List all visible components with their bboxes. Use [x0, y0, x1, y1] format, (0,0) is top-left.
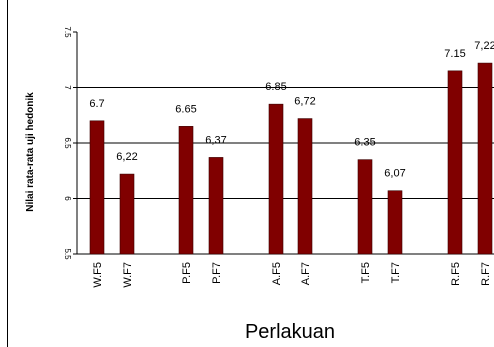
bar: [119, 173, 135, 255]
axes: [73, 31, 494, 255]
category-label: P.F7: [211, 262, 223, 284]
bar: [297, 118, 313, 255]
category-label: A.F5: [271, 262, 283, 285]
bars: [89, 62, 493, 255]
x-axis-label: Perlakuan: [245, 321, 335, 343]
data-label: 6.85: [265, 81, 286, 93]
chart-frame: [7, 0, 494, 347]
y-tick-label: 6: [63, 196, 72, 201]
y-tick-label: 6.5: [63, 137, 72, 149]
labels: 5.5 6 6.5 7 7.5 6.7 W.F5 6,22 W.F7 6.65 P.F5 6,37 P.…: [63, 26, 494, 287]
bar: [357, 159, 373, 255]
category-label: R.F5: [450, 262, 462, 286]
bar: [178, 126, 194, 255]
data-label: 6.65: [175, 103, 196, 115]
data-label: 6,22: [116, 151, 137, 163]
data-label: 7.15: [444, 48, 465, 60]
category-label: R.F7: [480, 262, 492, 286]
y-tick-label: 7.5: [63, 26, 72, 38]
bar: [268, 103, 284, 255]
category-label: P.F5: [181, 262, 193, 284]
data-label: 7,22: [474, 40, 494, 52]
data-label: 6,37: [205, 134, 226, 146]
bar: [447, 70, 463, 255]
category-label: W.F5: [92, 262, 104, 288]
y-tick-label: 5.5: [63, 248, 72, 260]
y-tick-label: 7: [63, 85, 72, 90]
bar: [387, 190, 403, 255]
y-axis-label: Nilai rata-rata uji hedonik: [25, 92, 36, 212]
data-label: 6,72: [294, 96, 315, 108]
bar: [89, 120, 105, 255]
category-label: W.F7: [122, 262, 134, 288]
data-label: 6.7: [89, 98, 104, 110]
category-label: A.F7: [300, 262, 312, 285]
category-label: T.F7: [390, 262, 402, 283]
grid-lines: [77, 87, 494, 199]
bar: [477, 62, 493, 255]
bar: [208, 157, 224, 255]
category-label: T.F5: [360, 262, 372, 283]
data-label: 6.35: [354, 137, 375, 149]
data-label: 6,07: [384, 168, 405, 180]
